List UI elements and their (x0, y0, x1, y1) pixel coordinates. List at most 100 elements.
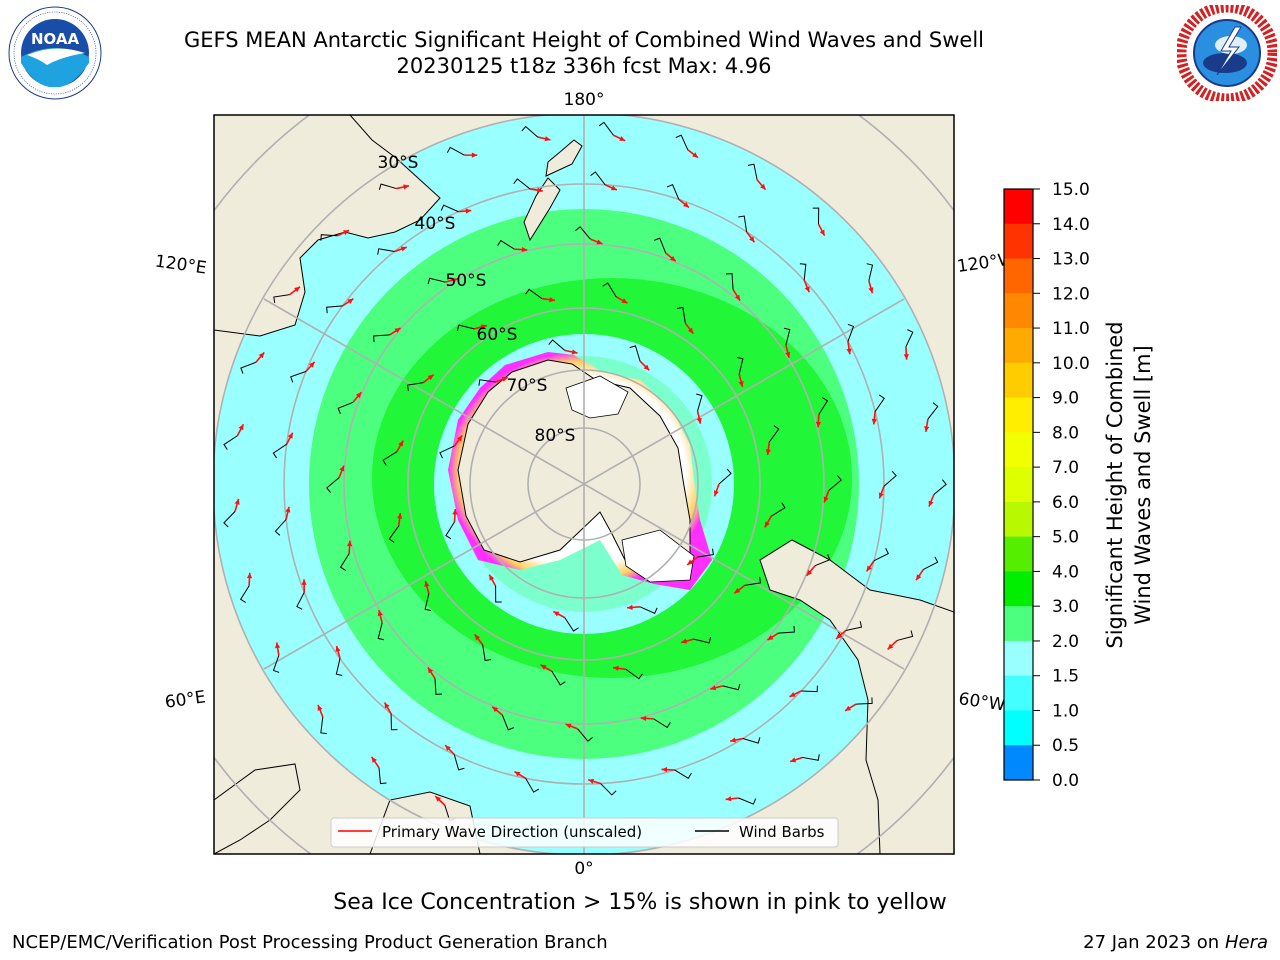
wave-direction-arrowhead (403, 184, 410, 190)
wave-direction-arrowhead (683, 202, 689, 208)
weddell-ice (621, 529, 695, 583)
wave-direction-arrowhead (347, 298, 354, 304)
wind-barb (456, 324, 475, 332)
wave-direction-arrowhead (451, 277, 458, 283)
wave-direction-arrowhead (400, 246, 407, 252)
wave-direction-arrowhead (738, 380, 744, 387)
lon-label-60w: 60°W (957, 689, 1006, 715)
wind-barb (744, 576, 762, 586)
wind-barb (337, 401, 354, 414)
wave-direction-arrowhead (804, 286, 810, 293)
wave-direction-arrowhead (480, 324, 487, 330)
wind-barb (725, 273, 734, 290)
legend-label-wave-direction: Primary Wave Direction (unscaled) (382, 823, 642, 841)
wind-barb (335, 658, 343, 676)
colorbar-tick-label: 6.0 (1052, 493, 1079, 513)
wind-barb (747, 163, 758, 180)
wind-barb (718, 468, 732, 485)
wind-barb (738, 215, 748, 232)
wave-direction-arrowhead (713, 490, 719, 497)
noaa-logo-text: NOAA (31, 30, 80, 48)
wind-barb (427, 277, 446, 285)
wave-direction-arrowhead (610, 185, 617, 191)
wind-barb (326, 477, 340, 493)
wind-barb (654, 237, 667, 254)
wind-barb (873, 548, 890, 562)
wave-direction-arrowhead (275, 642, 281, 649)
colorbar-tick-label: 7.0 (1052, 458, 1079, 478)
wind-barb (814, 554, 831, 567)
wave-direction-arrowhead (785, 351, 791, 358)
wind-barb (625, 668, 643, 680)
sea-ice-note: Sea Ice Concentration > 15% is shown in … (333, 890, 947, 915)
wind-barb (629, 345, 641, 362)
wind-barb (564, 617, 579, 632)
wind-barb (339, 553, 350, 571)
colorbar-cell (1004, 362, 1033, 399)
new-zealand-south (523, 177, 561, 242)
wave-direction-arrowhead (384, 702, 390, 709)
colorbar-tick-label: 10.0 (1052, 354, 1090, 374)
wind-barb (923, 556, 939, 570)
wind-barb (818, 397, 829, 415)
wave-direction-arrowhead (734, 294, 741, 301)
wind-barb (828, 475, 842, 491)
wind-barb (513, 178, 531, 190)
footer-host: Hera (1224, 932, 1268, 953)
wind-barb (639, 606, 658, 615)
wave-direction-arrowhead (725, 796, 732, 802)
wave-direction-arrowhead (819, 229, 825, 236)
wave-direction-arrowhead (613, 665, 619, 671)
wind-barb (738, 797, 757, 805)
wave-direction-arrowhead (521, 246, 528, 253)
wind-barb (770, 502, 786, 517)
wind-barb (497, 239, 515, 250)
wind-barb (440, 204, 459, 213)
wind-barb (693, 636, 712, 644)
wind-barb (551, 670, 566, 686)
wave-direction-arrowhead (621, 298, 628, 304)
wave-direction-arrowhead (549, 297, 555, 303)
wind-barb (933, 479, 947, 495)
colorbar-cell (1004, 745, 1033, 781)
wave-direction-arrowhead (767, 634, 774, 641)
footer-credit: NCEP/EMC/Verification Post Processing Pr… (12, 932, 608, 953)
wind-barb (874, 394, 885, 412)
meridian-60e-120w (263, 298, 905, 670)
wind-barb (722, 683, 741, 691)
wave-direction-arrowhead (343, 230, 350, 235)
wave-direction-arrowhead (371, 756, 377, 763)
wind-barb (783, 327, 791, 346)
wind-barb (575, 226, 591, 240)
wave-direction-arrowhead (696, 417, 702, 424)
colorbar-tick-label: 5.0 (1052, 528, 1079, 548)
wind-barb (736, 356, 744, 375)
colorbar-tick-label: 9.0 (1052, 389, 1079, 409)
wind-barb (239, 585, 250, 603)
wave-direction-arrowhead (339, 465, 345, 472)
wave-direction-arrowhead (845, 705, 851, 711)
wave-direction-arrowhead (749, 236, 755, 243)
noaa-logo: NOAA (5, 5, 105, 101)
colorbar-tick-label: 0.0 (1052, 771, 1079, 791)
wave-direction-arrowhead (309, 361, 315, 368)
colorbar-cell (1004, 571, 1033, 607)
wave-direction-arrowhead (687, 327, 694, 334)
wind-barb (674, 769, 692, 779)
lat-label-60s: 60°S (477, 325, 518, 345)
wave-direction-arrowhead (445, 745, 451, 751)
legend: Primary Wave Direction (unscaled) Wind B… (330, 817, 839, 848)
colorbar-cell (1004, 397, 1033, 433)
wave-direction-arrowhead (669, 255, 676, 262)
wind-barb (290, 371, 307, 383)
wind-barb (525, 288, 543, 300)
map-frame (213, 114, 955, 855)
colorbar-tick-label: 0.5 (1052, 736, 1079, 756)
wave-direction-arrowhead (734, 587, 741, 594)
wind-barb (378, 767, 387, 785)
wave-direction-arrowhead (789, 691, 796, 697)
wind-barb (802, 754, 820, 761)
wind-barb (240, 361, 257, 374)
wave-direction-arrowhead (681, 638, 688, 644)
wind-barb (445, 521, 455, 540)
